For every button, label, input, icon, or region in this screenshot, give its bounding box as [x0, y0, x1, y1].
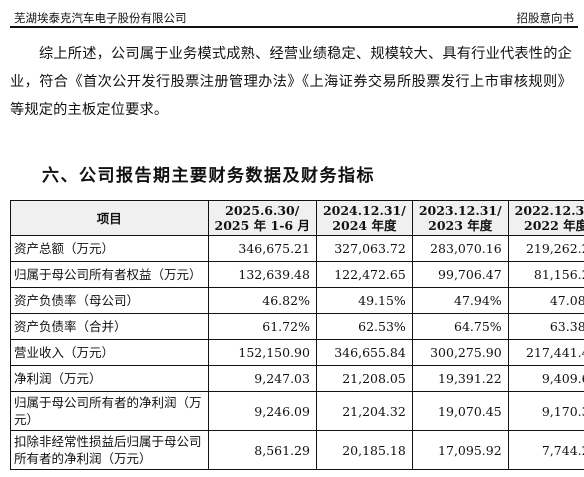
- table-row: 营业收入（万元） 152,150.90 346,655.84 300,275.9…: [10, 339, 584, 366]
- table-row: 资产负债率（合并） 61.72% 62.53% 64.75% 63.38%: [10, 313, 584, 340]
- body-paragraph: 综上所述，公司属于业务模式成熟、经营业绩稳定、规模较大、具有行业代表性的企业，符…: [10, 46, 572, 118]
- cell-value: 219,262.28: [507, 235, 584, 262]
- cell-value: 81,156.24: [507, 261, 584, 288]
- cell-value: 283,070.16: [411, 235, 509, 262]
- row-label: 归属于母公司所有者的净利润（万元）: [10, 391, 209, 431]
- cell-value: 17,095.92: [411, 430, 509, 470]
- page-header: 芜湖埃泰克汽车电子股份有限公司 招股意向书: [10, 6, 578, 28]
- cell-value: 49.15%: [315, 287, 413, 314]
- cell-value: 20,185.18: [315, 430, 413, 470]
- table-row: 归属于母公司所有者的净利润（万元） 9,246.09 21,204.32 19,…: [10, 391, 584, 431]
- cell-value: 19,070.45: [411, 391, 509, 431]
- cell-value: 9,409.62: [507, 365, 584, 392]
- header-period-2025h1: 2025.6.30/2025 年 1-6 月: [207, 200, 317, 236]
- cell-value: 152,150.90: [207, 339, 317, 366]
- cell-value: 132,639.48: [207, 261, 317, 288]
- cell-value: 122,472.65: [315, 261, 413, 288]
- row-label: 资产总额（万元）: [10, 235, 209, 262]
- row-label: 资产负债率（合并）: [10, 313, 209, 340]
- row-label: 扣除非经常性损益后归属于母公司所有者的净利润（万元）: [10, 430, 209, 470]
- table-row: 扣除非经常性损益后归属于母公司所有者的净利润（万元） 8,561.29 20,1…: [10, 430, 584, 470]
- cell-value: 64.75%: [411, 313, 509, 340]
- table-row: 资产总额（万元） 346,675.21 327,063.72 283,070.1…: [10, 235, 584, 262]
- section-title: 六、公司报告期主要财务数据及财务指标: [42, 166, 375, 186]
- table-header-row: 项目 2025.6.30/2025 年 1-6 月 2024.12.31/202…: [10, 200, 584, 236]
- cell-value: 300,275.90: [411, 339, 509, 366]
- cell-value: 47.08%: [507, 287, 584, 314]
- cell-value: 63.38%: [507, 313, 584, 340]
- row-label: 营业收入（万元）: [10, 339, 209, 366]
- cell-value: 9,170.34: [507, 391, 584, 431]
- cell-value: 21,208.05: [315, 365, 413, 392]
- header-period-2023: 2023.12.31/2023 年度: [411, 200, 509, 236]
- cell-value: 46.82%: [207, 287, 317, 314]
- cell-value: 346,675.21: [207, 235, 317, 262]
- row-label: 资产负债率（母公司）: [10, 287, 209, 314]
- cell-value: 19,391.22: [411, 365, 509, 392]
- table-row: 归属于母公司所有者权益（万元） 132,639.48 122,472.65 99…: [10, 261, 584, 288]
- cell-value: 62.53%: [315, 313, 413, 340]
- table-row: 资产负债率（母公司） 46.82% 49.15% 47.94% 47.08%: [10, 287, 584, 314]
- cell-value: 61.72%: [207, 313, 317, 340]
- cell-value: 217,441.43: [507, 339, 584, 366]
- document-type: 招股意向书: [516, 11, 575, 25]
- cell-value: 9,247.03: [207, 365, 317, 392]
- header-item: 项目: [10, 200, 209, 236]
- cell-value: 346,655.84: [315, 339, 413, 366]
- company-name: 芜湖埃泰克汽车电子股份有限公司: [14, 11, 187, 25]
- cell-value: 9,246.09: [207, 391, 317, 431]
- row-label: 归属于母公司所有者权益（万元）: [10, 261, 209, 288]
- cell-value: 99,706.47: [411, 261, 509, 288]
- header-period-2024: 2024.12.31/2024 年度: [315, 200, 413, 236]
- table-row: 净利润（万元） 9,247.03 21,208.05 19,391.22 9,4…: [10, 365, 584, 392]
- cell-value: 21,204.32: [315, 391, 413, 431]
- header-period-2022: 2022.12.31/2022 年度: [507, 200, 584, 236]
- cell-value: 7,744.22: [507, 430, 584, 470]
- cell-value: 8,561.29: [207, 430, 317, 470]
- cell-value: 327,063.72: [315, 235, 413, 262]
- row-label: 净利润（万元）: [10, 365, 209, 392]
- cell-value: 47.94%: [411, 287, 509, 314]
- financial-data-table: 项目 2025.6.30/2025 年 1-6 月 2024.12.31/202…: [10, 200, 584, 470]
